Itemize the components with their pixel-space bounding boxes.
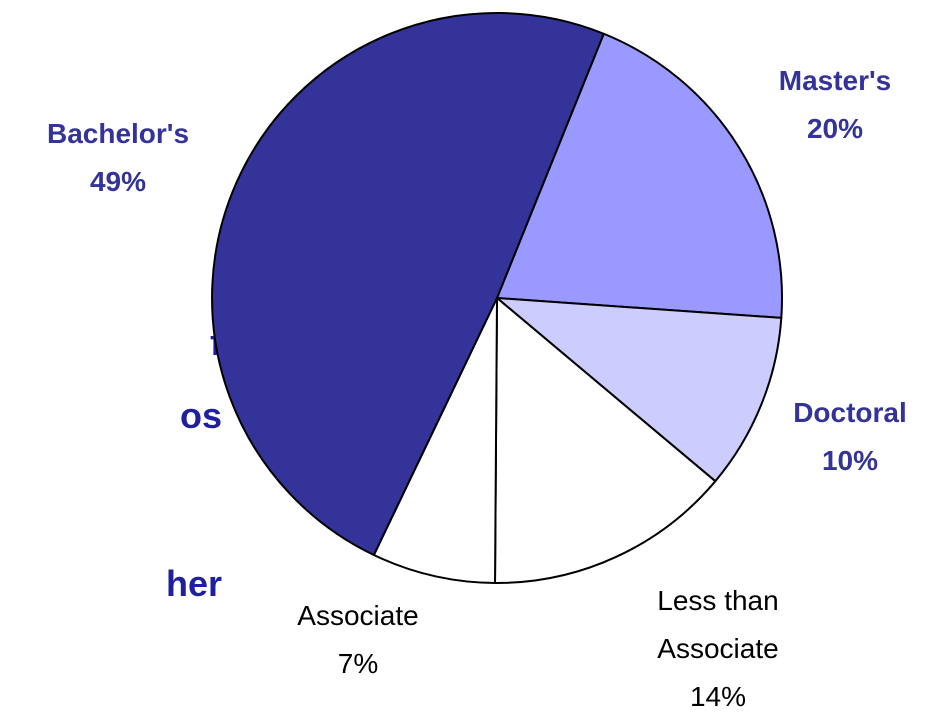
pie-slice-associate xyxy=(372,297,498,584)
slice-value-label: 7% xyxy=(338,648,378,679)
cropped-text-fragment: os xyxy=(180,395,222,436)
pie-slice-master-s xyxy=(496,32,783,319)
cropped-text-fragment: her xyxy=(166,563,222,604)
pie-slice-bachelor-s xyxy=(211,12,605,557)
slice-name-label: Doctoral xyxy=(793,397,907,428)
slice-value-label: 49% xyxy=(90,166,146,197)
slice-label-less-than-associate: Less than Associate 14% xyxy=(657,585,778,712)
slice-name-label: Master's xyxy=(779,65,892,96)
pie-slice-doctoral xyxy=(496,297,783,483)
slice-value-label: 14% xyxy=(690,681,746,712)
slice-label-bachelor-s: Bachelor's 49% xyxy=(47,118,189,197)
slice-label-associate: Associate 7% xyxy=(297,600,418,679)
slice-label-master-s: Master's 20% xyxy=(779,65,892,144)
slice-value-label: 10% xyxy=(822,445,878,476)
slice-name-label: Associate xyxy=(297,600,418,631)
slice-name-label: Associate xyxy=(657,633,778,664)
pie-labels: Master's 20% Doctoral 10% Less than Associate… xyxy=(47,65,907,712)
cropped-text-fragments: f os her xyxy=(166,322,223,604)
slice-name-label: Bachelor's xyxy=(47,118,189,149)
pie-slices xyxy=(211,12,783,584)
slice-label-doctoral: Doctoral 10% xyxy=(793,397,907,476)
slice-name-label: Less than xyxy=(657,585,778,616)
slice-value-label: 20% xyxy=(807,113,863,144)
pie-slice-less-than-associate xyxy=(494,297,717,584)
